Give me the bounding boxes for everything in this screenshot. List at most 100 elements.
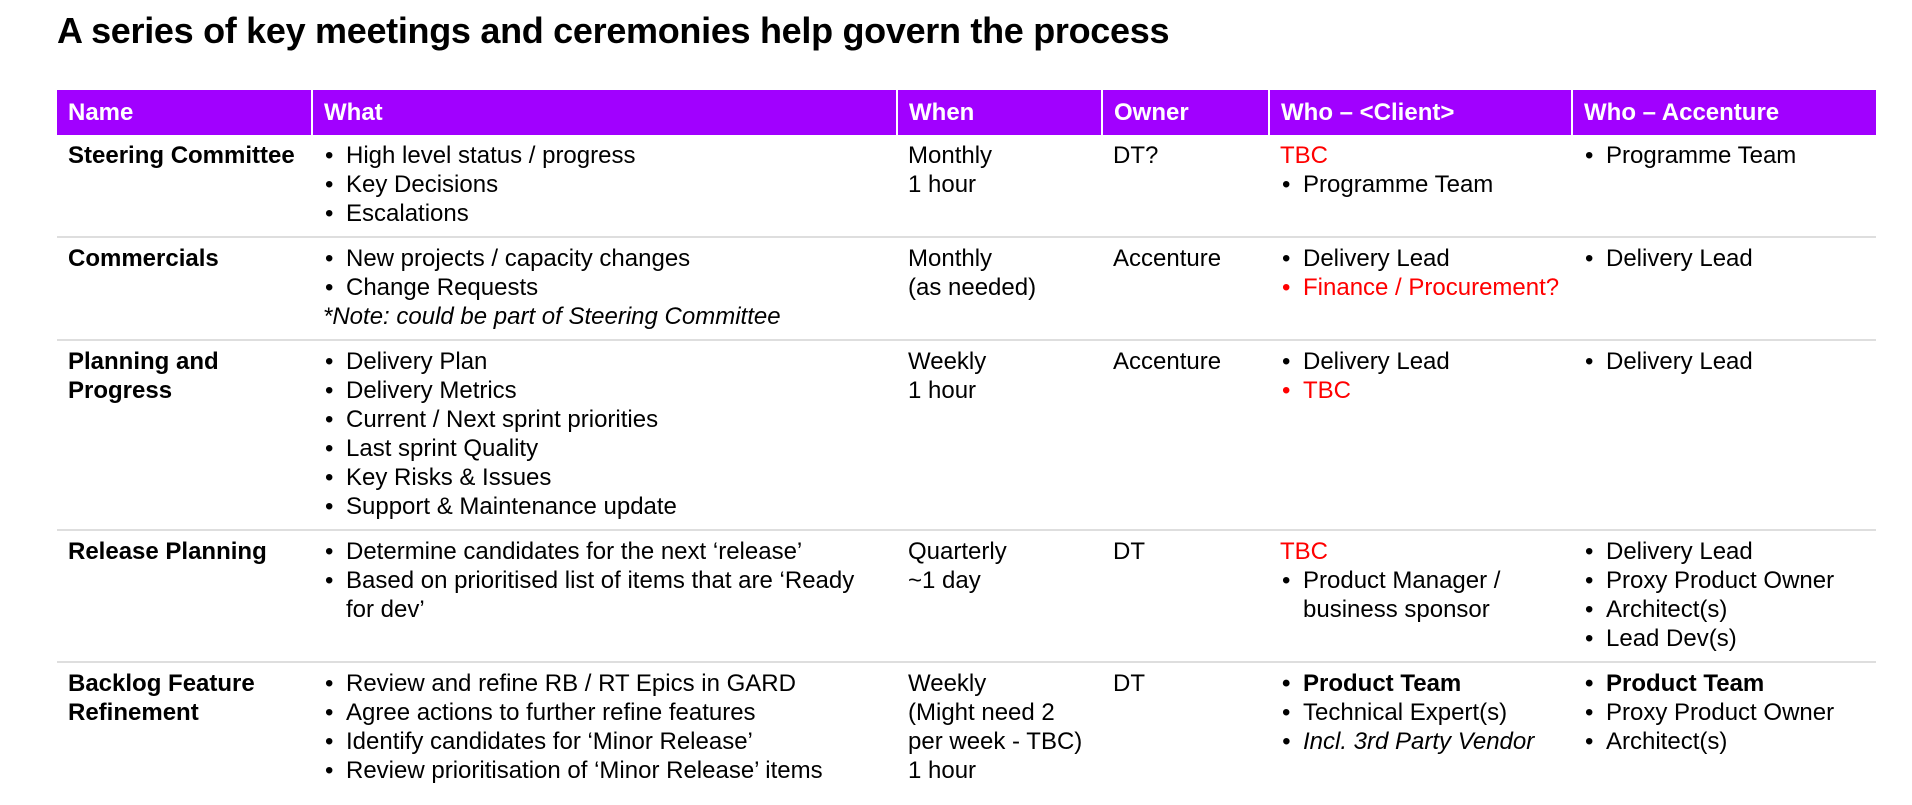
- what-note: *Note: could be part of Steering Committ…: [323, 303, 781, 330]
- who-accenture-cell: Delivery Lead: [1572, 340, 1876, 531]
- who-accenture-item: Delivery Lead: [1583, 347, 1865, 376]
- when-cell: Quarterly ~1 day: [897, 530, 1102, 663]
- who-accenture-item: Architect(s): [1583, 727, 1865, 756]
- who-accenture-item: Product Team: [1583, 669, 1865, 698]
- who-client-item: Delivery Lead: [1280, 347, 1561, 376]
- when-line: Weekly: [908, 348, 987, 375]
- who-accenture-item: Lead Dev(s): [1583, 624, 1865, 653]
- who-accenture-item: Proxy Product Owner: [1583, 566, 1865, 595]
- when-cell: Monthly 1 hour: [897, 135, 1102, 238]
- who-client-cell: Product Team Technical Expert(s) Incl. 3…: [1269, 662, 1572, 793]
- who-client-item: Product Team: [1280, 669, 1561, 698]
- column-header-who-client: Who – <Client>: [1268, 90, 1572, 135]
- who-client-item: Finance / Procurement?: [1280, 273, 1561, 302]
- when-line: Quarterly: [908, 538, 1007, 565]
- when-line: Weekly: [908, 670, 987, 697]
- owner-cell: DT: [1102, 530, 1269, 663]
- when-line: (Might need 2 per week - TBC): [908, 699, 1083, 755]
- when-cell: Monthly (as needed): [897, 237, 1102, 341]
- column-header-what: What: [311, 90, 897, 135]
- who-client-item: TBC: [1280, 376, 1561, 405]
- what-item: Last sprint Quality: [323, 434, 886, 463]
- who-client-cell: TBC Programme Team: [1269, 135, 1572, 238]
- column-header-owner: Owner: [1101, 90, 1269, 135]
- what-item: Key Risks & Issues: [323, 463, 886, 492]
- who-accenture-item: Proxy Product Owner: [1583, 698, 1865, 727]
- owner-cell: DT?: [1102, 135, 1269, 238]
- what-item: Based on prioritised list of items that …: [323, 566, 886, 624]
- who-client-list: Product Manager / business sponsor: [1280, 566, 1561, 624]
- what-cell: High level status / progress Key Decisio…: [312, 135, 897, 238]
- what-item: Support & Maintenance update: [323, 492, 886, 521]
- who-accenture-list: Delivery Lead Proxy Product Owner Archit…: [1583, 537, 1865, 653]
- meeting-name: Commercials: [57, 237, 312, 341]
- when-line: 1 hour: [908, 377, 977, 404]
- client-tbc-label: TBC: [1280, 142, 1328, 169]
- meeting-name: Backlog Feature Refinement: [68, 670, 255, 726]
- who-accenture-item: Delivery Lead: [1583, 244, 1865, 273]
- when-line: 1 hour: [908, 171, 977, 198]
- who-accenture-cell: Delivery Lead: [1572, 237, 1876, 341]
- who-accenture-list: Delivery Lead: [1583, 244, 1865, 273]
- meeting-name: Steering Committee: [57, 135, 312, 238]
- who-accenture-item: Programme Team: [1583, 141, 1865, 170]
- meetings-table: Name What When Owner Who – <Client> Who …: [57, 90, 1876, 793]
- who-client-list: Programme Team: [1280, 170, 1561, 199]
- table-row: Backlog Feature Refinement Review and re…: [57, 662, 1876, 793]
- what-item: Review and refine RB / RT Epics in GARD: [323, 669, 886, 698]
- who-accenture-list: Delivery Lead: [1583, 347, 1865, 376]
- when-line: Monthly: [908, 245, 993, 272]
- who-client-item: Incl. 3rd Party Vendor: [1280, 727, 1561, 756]
- what-item: Delivery Plan: [323, 347, 886, 376]
- what-item: New projects / capacity changes: [323, 244, 886, 273]
- when-line: 1 hour: [908, 757, 977, 784]
- when-line: ~1 day: [908, 567, 981, 594]
- who-accenture-list: Product Team Proxy Product Owner Archite…: [1583, 669, 1865, 756]
- who-accenture-item: Architect(s): [1583, 595, 1865, 624]
- table-row: Steering Committee High level status / p…: [57, 135, 1876, 238]
- who-accenture-cell: Product Team Proxy Product Owner Archite…: [1572, 662, 1876, 793]
- what-cell: Determine candidates for the next ‘relea…: [312, 530, 897, 663]
- what-item: Identify candidates for ‘Minor Release’: [323, 727, 886, 756]
- who-client-cell: TBC Product Manager / business sponsor: [1269, 530, 1572, 663]
- page-title: A series of key meetings and ceremonies …: [57, 10, 1170, 51]
- who-accenture-cell: Delivery Lead Proxy Product Owner Archit…: [1572, 530, 1876, 663]
- client-tbc-label: TBC: [1280, 538, 1328, 565]
- what-cell: Delivery Plan Delivery Metrics Current /…: [312, 340, 897, 531]
- what-list: Review and refine RB / RT Epics in GARD …: [323, 669, 886, 785]
- what-list: Delivery Plan Delivery Metrics Current /…: [323, 347, 886, 521]
- what-item: Current / Next sprint priorities: [323, 405, 886, 434]
- meeting-name: Release Planning: [57, 530, 312, 663]
- when-line: (as needed): [908, 274, 1037, 301]
- when-cell: Weekly (Might need 2 per week - TBC) 1 h…: [897, 662, 1102, 793]
- who-client-item: Delivery Lead: [1280, 244, 1561, 273]
- who-client-list: Delivery Lead Finance / Procurement?: [1280, 244, 1561, 302]
- column-header-when: When: [896, 90, 1102, 135]
- who-client-list: Delivery Lead TBC: [1280, 347, 1561, 405]
- what-item: Agree actions to further refine features: [323, 698, 886, 727]
- what-item: Escalations: [323, 199, 886, 228]
- what-list: New projects / capacity changes Change R…: [323, 244, 886, 302]
- what-item: High level status / progress: [323, 141, 886, 170]
- what-cell: New projects / capacity changes Change R…: [312, 237, 897, 341]
- what-list: Determine candidates for the next ‘relea…: [323, 537, 886, 624]
- who-accenture-list: Programme Team: [1583, 141, 1865, 170]
- what-item: Key Decisions: [323, 170, 886, 199]
- what-cell: Review and refine RB / RT Epics in GARD …: [312, 662, 897, 793]
- who-client-cell: Delivery Lead Finance / Procurement?: [1269, 237, 1572, 341]
- who-client-item: Programme Team: [1280, 170, 1561, 199]
- owner-cell: DT: [1113, 670, 1145, 697]
- table-row: Planning and Progress Delivery Plan Deli…: [57, 340, 1876, 531]
- what-item: Determine candidates for the next ‘relea…: [323, 537, 886, 566]
- owner-cell: Accenture: [1102, 340, 1269, 531]
- what-item: Change Requests: [323, 273, 886, 302]
- who-accenture-cell: Programme Team: [1572, 135, 1876, 238]
- who-client-cell: Delivery Lead TBC: [1269, 340, 1572, 531]
- when-cell: Weekly 1 hour: [897, 340, 1102, 531]
- column-header-name: Name: [57, 90, 312, 135]
- who-accenture-item: Delivery Lead: [1583, 537, 1865, 566]
- what-item: Delivery Metrics: [323, 376, 886, 405]
- who-client-item: Technical Expert(s): [1280, 698, 1561, 727]
- who-client-item: Product Manager / business sponsor: [1280, 566, 1561, 624]
- what-list: High level status / progress Key Decisio…: [323, 141, 886, 228]
